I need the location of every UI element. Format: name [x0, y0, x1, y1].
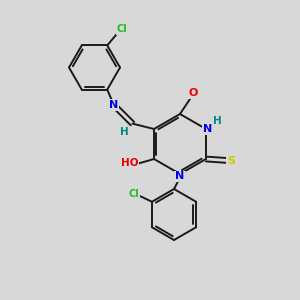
Text: N: N	[109, 100, 119, 110]
Text: O: O	[189, 88, 198, 98]
Text: HO: HO	[121, 158, 138, 169]
Text: H: H	[213, 116, 222, 127]
Text: S: S	[227, 155, 235, 166]
Text: N: N	[203, 124, 212, 134]
Text: H: H	[120, 127, 128, 137]
Text: Cl: Cl	[128, 189, 139, 199]
Text: N: N	[176, 171, 184, 182]
Text: Cl: Cl	[117, 24, 128, 34]
